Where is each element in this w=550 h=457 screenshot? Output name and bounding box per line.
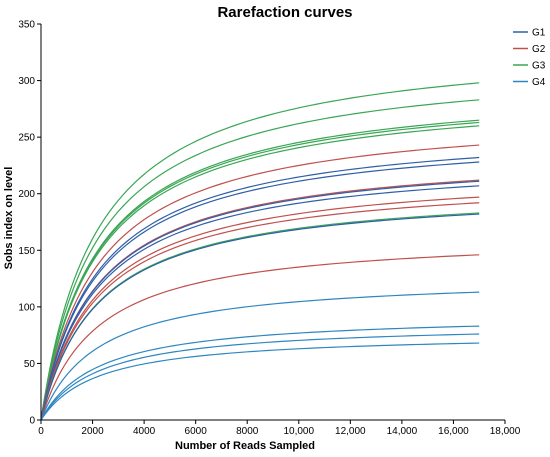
x-tick-label: 16,000: [438, 426, 469, 437]
curve-g3-1: [40, 82, 480, 421]
curve-g4-18: [40, 325, 480, 421]
x-tick-label: 2000: [81, 426, 104, 437]
curve-g1-11: [40, 185, 480, 421]
y-tick-label: 200: [18, 189, 35, 200]
y-tick-label: 50: [24, 359, 36, 370]
y-tick-label: 350: [18, 20, 35, 31]
curve-g4-19: [40, 333, 480, 421]
x-tick-label: 6000: [185, 426, 208, 437]
plot-area: [40, 82, 480, 421]
x-axis-label: Number of Reads Sampled: [175, 440, 315, 452]
curve-g1-8: [40, 161, 480, 421]
x-tick-label: 8000: [236, 426, 259, 437]
curve-g4-17: [40, 291, 480, 421]
y-tick-label: 100: [18, 302, 35, 313]
y-tick-label: 150: [18, 246, 35, 257]
x-tick-label: 10,000: [283, 426, 314, 437]
curve-g1-10: [40, 180, 480, 421]
curve-g1-15: [40, 213, 480, 421]
x-tick-label: 18,000: [490, 426, 521, 437]
x-axis: 0 2000 4000 6000 8000 10,000 12,000 14,000 16,00…: [38, 419, 521, 437]
curve-g2-6: [40, 144, 480, 421]
y-tick-label: 300: [18, 76, 35, 87]
x-tick-label: 0: [38, 426, 44, 437]
curve-g3-3: [40, 119, 480, 421]
x-tick-label: 12,000: [335, 426, 366, 437]
curve-g3-14: [40, 212, 480, 421]
y-axis: 0 50 100 150 200 250 300 350: [18, 20, 42, 427]
x-tick-label: 4000: [133, 426, 156, 437]
legend-label-g4: G4: [532, 77, 546, 88]
y-tick-label: 250: [18, 133, 35, 144]
curve-g3-2: [40, 99, 480, 421]
legend-label-g1: G1: [532, 28, 546, 39]
y-axis-label: Sobs index on level: [3, 167, 15, 270]
legend: G1 G2 G3 G4: [513, 28, 546, 88]
chart-title: Rarefaction curves: [217, 4, 352, 21]
curve-g2-12: [40, 196, 480, 421]
legend-label-g2: G2: [532, 44, 546, 55]
curve-g2-13: [40, 202, 480, 421]
curve-g2-16: [40, 254, 480, 421]
curve-g4-20: [40, 342, 480, 421]
legend-label-g3: G3: [532, 61, 546, 72]
curve-g3-5: [40, 125, 480, 421]
x-tick-label: 14,000: [387, 426, 418, 437]
y-tick-label: 0: [29, 416, 35, 427]
